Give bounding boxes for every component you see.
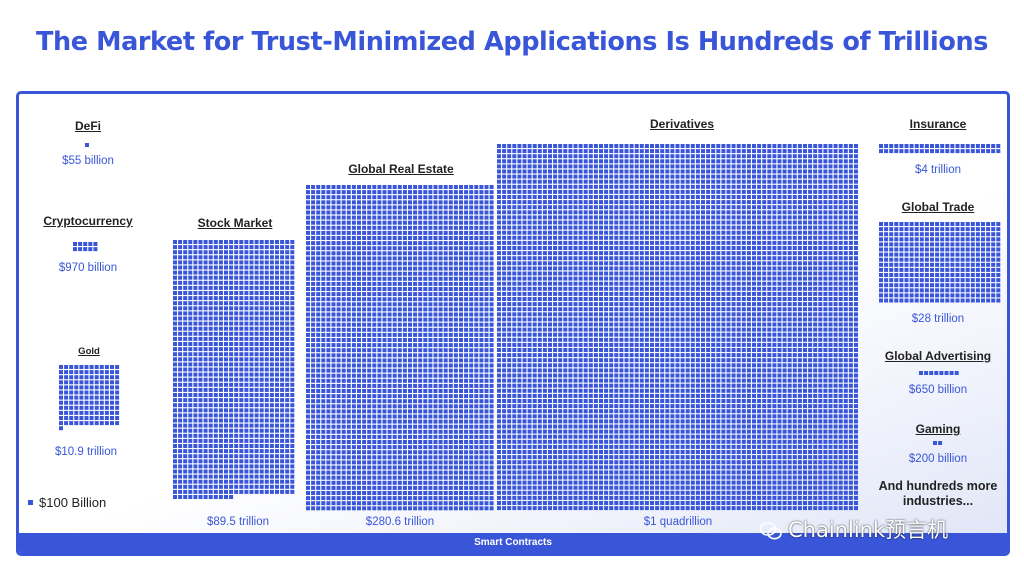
insurance-value: $4 trillion: [914, 164, 962, 176]
defi-value: $55 billion: [62, 155, 114, 167]
legend-label: $100 Billion: [39, 495, 107, 510]
page-title: The Market for Trust-Minimized Applicati…: [35, 27, 989, 57]
derivatives-label: Derivatives: [649, 117, 715, 131]
derivatives-value: $1 quadrillion: [643, 516, 713, 528]
global-advertising-label: Global Advertising: [884, 349, 992, 363]
gaming-value: $200 billion: [908, 453, 968, 465]
watermark-text: Chainlink预言机: [788, 518, 949, 542]
market-diagram-frame: Smart Contracts: [16, 91, 1010, 556]
legend-square-icon: [28, 500, 33, 506]
wechat-icon: [760, 522, 782, 540]
gold-value: $10.9 trillion: [54, 446, 118, 458]
cryptocurrency-value: $970 billion: [58, 262, 118, 274]
defi-label: DeFi: [74, 119, 102, 133]
more-industries-note: And hundreds more industries...: [878, 479, 998, 508]
global-advertising-value: $650 billion: [908, 384, 968, 396]
watermark: Chainlink预言机: [760, 514, 948, 544]
stock-market-value: $89.5 trillion: [206, 516, 270, 528]
global-trade-value: $28 trillion: [911, 313, 965, 325]
real-estate-label: Global Real Estate: [348, 162, 454, 176]
gold-label: Gold: [78, 346, 100, 357]
global-trade-label: Global Trade: [901, 200, 975, 214]
stock-market-label: Stock Market: [197, 216, 273, 230]
real-estate-value: $280.6 trillion: [365, 516, 435, 528]
gaming-label: Gaming: [915, 422, 961, 436]
cryptocurrency-label: Cryptocurrency: [43, 214, 133, 228]
legend: $100 Billion: [28, 495, 106, 510]
insurance-label: Insurance: [909, 117, 967, 131]
